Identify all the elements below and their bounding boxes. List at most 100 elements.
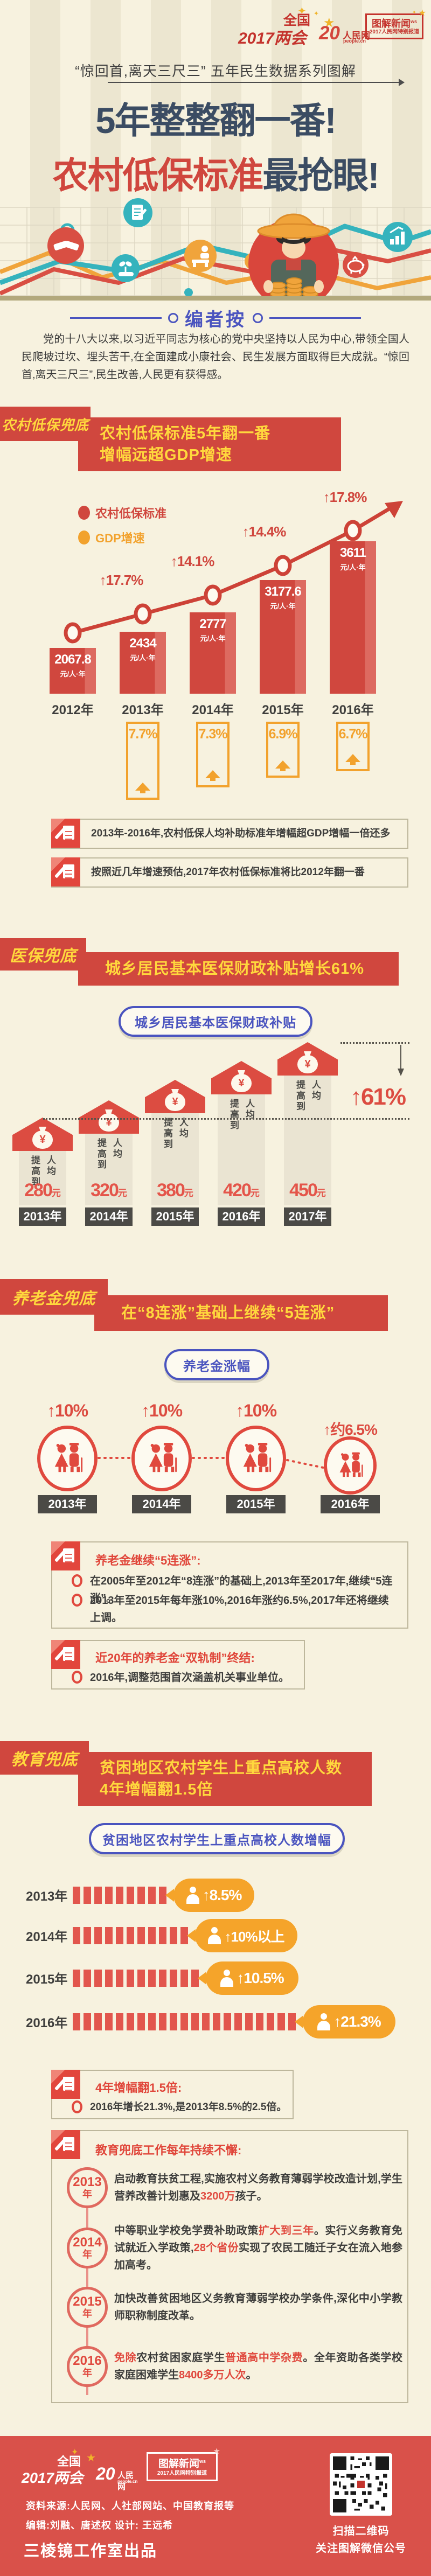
year-label: 2016年: [26, 2016, 68, 2030]
year-label: 2016年: [321, 1495, 380, 1513]
jiaoyu-pill: 贫困地区农村学生上重点高校人数增幅: [89, 1823, 345, 1854]
farmer-illustration: [0, 198, 431, 296]
med-bar-2016: 提高到 人均 420元: [218, 1094, 265, 1205]
gdp-value: 6.7%: [338, 727, 368, 742]
bar-2012: 2067.8 元/人·年: [50, 648, 96, 694]
segmented-bar-2014: [73, 1927, 188, 1944]
bar-unit: 元/人·年: [60, 670, 86, 678]
gdp-value: 7.3%: [198, 727, 228, 742]
pen-note-icon: [51, 1640, 80, 1669]
pct-label: ↑10%以上: [224, 1928, 284, 1945]
bullet-ring-icon: [72, 1574, 82, 1587]
gdp-value: 7.7%: [128, 727, 158, 742]
year-label: 2013年: [122, 703, 164, 717]
decorative-line: [269, 317, 361, 319]
med-bar-2017: 提高到 人均 450元: [284, 1076, 331, 1205]
arrow-house-icon: ¥: [79, 1100, 139, 1134]
bar-value: 3177.6: [265, 584, 301, 599]
dibao-chart: 农村低保标准 GDP增速 ↑17.7% ↑14.1% ↑14.4% ↑17.8%…: [0, 485, 431, 888]
title-dark-part: 最抢眼!: [262, 156, 379, 196]
money-bag-icon: ¥: [99, 1113, 119, 1132]
yibao-chart: ¥ 提高到 人均 280元 2013年 ¥ 提高到 人均 320元 2014年 ¥ …: [0, 1023, 431, 1249]
credits-line: 编辑:刘融、唐述权 设计: 王远希: [26, 2520, 173, 2531]
note-bullet: 2013年至2015年每年涨10%,2016年涨约6.5%,2017年还将继续上…: [90, 1595, 389, 1624]
star-icon: ✦: [71, 2448, 79, 2457]
arrow-house-icon: ¥: [145, 1080, 205, 1113]
med-amount: 420: [223, 1180, 252, 1200]
qr-caption-1: 扫描二维码: [332, 2525, 390, 2537]
year-label: 2014年: [192, 703, 234, 717]
year-label: 2012年: [52, 703, 94, 717]
footer-logo: ✦ ★ 全国 2017两会 20 人民网 people.cn: [22, 2448, 137, 2491]
heading-line2: 增幅远超GDP增速: [100, 446, 232, 464]
growth-label: ↑17.7%: [99, 572, 144, 588]
badge-subtitle: 2017人民网特别报道: [157, 2470, 207, 2477]
gdp-box-2016: 6.7%: [336, 722, 370, 771]
person-icon: [220, 1970, 234, 1987]
note-bullet: 在2005年至2012年“8连涨”的基础上,2013年至2017年,继续“5连涨…: [90, 1575, 393, 1604]
bullet-ring-icon: [72, 2100, 82, 2113]
badge-title: 图解新闻: [371, 18, 411, 29]
note-title: 养老金继续“5连涨”:: [95, 1554, 201, 1567]
logo-people-site: 人民网: [343, 31, 370, 41]
dotted-guide-upper: [340, 1042, 409, 1044]
document-icon: [123, 198, 152, 227]
med-unit: 元: [250, 1188, 260, 1198]
logo-20th: 20: [319, 23, 340, 44]
star-icon: ✦: [297, 5, 307, 17]
elderly-couple-icon: [37, 1426, 98, 1491]
bar-value: 2434: [129, 636, 156, 651]
heading-line1: 城乡居民基本医保财政补贴增长61%: [105, 960, 365, 978]
section-label-yibao: 医保兜底: [0, 938, 86, 971]
raise-label: 提高到 人均: [96, 1138, 122, 1170]
timeline-text: 中等职业学校免学费补助政策扩大到三年。实行义务教育免试就近入学政策,28个省份实…: [114, 2225, 403, 2271]
med-unit: 元: [316, 1188, 326, 1198]
raise-label: 提高到 人均: [30, 1155, 55, 1188]
bar-value: 3611: [339, 546, 366, 560]
money-bag-icon: ¥: [297, 1055, 318, 1073]
yibao-pill: 城乡居民基本医保财政补贴: [119, 1006, 312, 1037]
legend-dot-red-icon: [78, 506, 90, 520]
logo-quanguo: 全国: [283, 13, 311, 28]
note-title: 4年增幅翻1.5倍:: [95, 2081, 182, 2095]
news-badge: 图解新闻ws 2017人民网特别报道 ★ ✦: [365, 9, 426, 39]
pension-pct: ↑10%: [235, 1401, 277, 1420]
timeline-year-2015: 2015 年: [67, 2287, 108, 2328]
med-bar-2014: 提高到 人均 320元: [85, 1134, 133, 1205]
pen-note-icon: [51, 857, 80, 886]
star-icon: ★: [86, 2452, 96, 2464]
farmer-figure: [248, 213, 339, 296]
up-arrow-icon: [275, 753, 291, 771]
ring-icon: [253, 313, 263, 323]
header: ✦ ✦ ★ 全国 2017两会 20 人民网 people.cn 图解新闻ws …: [237, 5, 426, 47]
title-red-part: 农村低保标准: [52, 156, 263, 196]
badge-title: 图解新闻: [158, 2458, 199, 2470]
pct-label: ↑8.5%: [202, 1887, 242, 1903]
money-bag-icon: ¥: [32, 1130, 53, 1149]
section-label-jiaoyu: 教育兜底: [0, 1741, 89, 1775]
year-label: 2016年: [218, 1207, 265, 1226]
elderly-couple-icon: [131, 1426, 192, 1491]
main-title-line2: 农村低保标准最抢眼!: [0, 146, 431, 199]
med-amount: 380: [157, 1180, 185, 1200]
star-icon: ★: [418, 9, 426, 18]
badge-suffix: ws: [199, 2459, 206, 2464]
note-box: 近20年的养老金“双轨制”终结: 2016年,调整范围首次涵盖机关事业单位。: [51, 1640, 305, 1690]
pct-callout: ↑8.5%: [165, 1879, 254, 1912]
growth-label: ↑17.8%: [323, 489, 367, 505]
pen-note-icon: [51, 2070, 80, 2099]
ring-icon: [168, 313, 178, 323]
med-amount: 280: [24, 1180, 53, 1200]
raise-label: 提高到 人均: [162, 1118, 188, 1150]
dotted-guide-lower: [43, 1118, 409, 1120]
year-label: 2015年: [262, 703, 304, 717]
editor-note-body: 党的十八大以来,以习近平同志为核心的党中央坚持以人民为中心,带领全国人民爬坡过坎…: [22, 333, 409, 381]
up-arrow-icon: [135, 775, 151, 793]
logo-lianghui: 2017两会: [22, 2470, 84, 2486]
elderly-couple-icon: [226, 1426, 286, 1491]
year-label: 2014年: [85, 1207, 133, 1226]
handshake-icon: [47, 227, 84, 264]
logo-lianghui: 2017两会: [238, 30, 307, 47]
footer: ✦ ★ 全国 2017两会 20 人民网 people.cn 图解新闻ws 20…: [0, 2436, 431, 2576]
